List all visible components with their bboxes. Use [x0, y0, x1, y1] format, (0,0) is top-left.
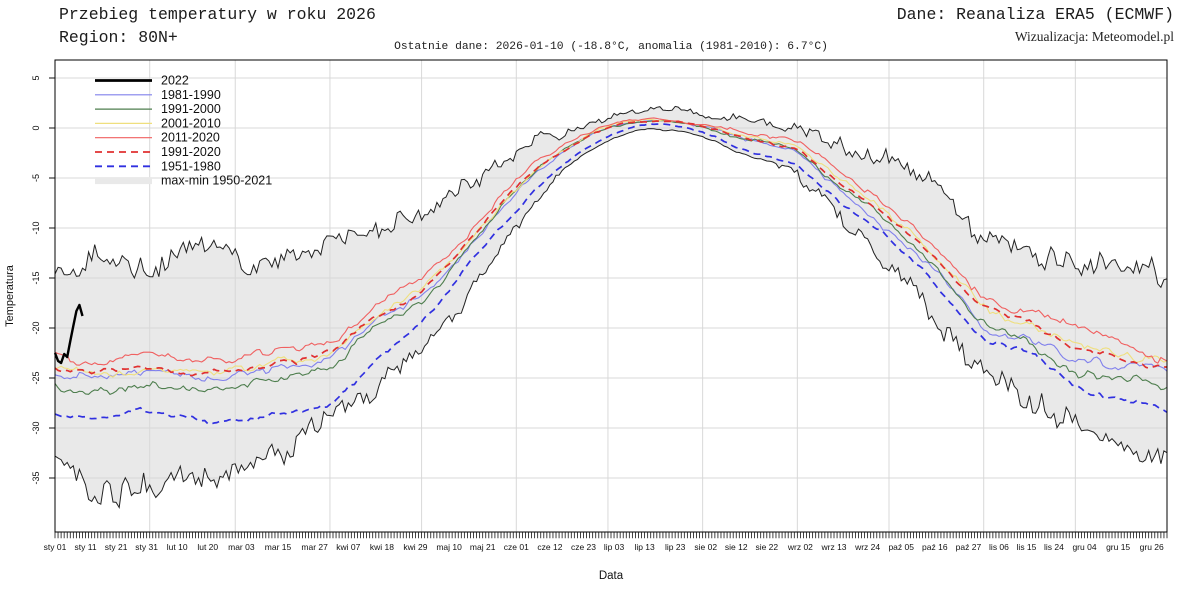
series-1991-2020 [54, 120, 1167, 377]
svg-text:sty 31: sty 31 [135, 542, 158, 552]
svg-text:paź 27: paź 27 [956, 542, 982, 552]
svg-text:mar 27: mar 27 [301, 542, 328, 552]
svg-text:kwi 07: kwi 07 [336, 542, 360, 552]
svg-text:kwi 29: kwi 29 [403, 542, 427, 552]
svg-text:maj 10: maj 10 [436, 542, 462, 552]
band-min-edge [54, 128, 1168, 509]
svg-text:-35: -35 [31, 471, 41, 484]
svg-text:wrz 13: wrz 13 [820, 542, 846, 552]
svg-text:1981-1990: 1981-1990 [161, 88, 221, 102]
x-axis-title: Data [598, 570, 624, 582]
svg-text:1951-1980: 1951-1980 [161, 159, 221, 173]
svg-text:2001-2010: 2001-2010 [161, 116, 221, 130]
svg-text:maj 21: maj 21 [470, 542, 496, 552]
last-data-subtitle: Ostatnie dane: 2026-01-10 (-18.8°C, anom… [394, 41, 828, 53]
svg-text:paź 16: paź 16 [922, 542, 948, 552]
legend-item-2022: 2022 [95, 74, 189, 88]
svg-text:sie 02: sie 02 [694, 542, 717, 552]
legend-item-max-min 1950-2021: max-min 1950-2021 [95, 174, 272, 188]
svg-text:-30: -30 [31, 421, 41, 434]
svg-text:sie 12: sie 12 [725, 542, 748, 552]
legend-item-2011-2020: 2011-2020 [95, 131, 220, 145]
y-tick-labels: 5 0 -5 -10 -15 -20 -25 -30 -35 [31, 75, 55, 485]
legend-item-2001-2010: 2001-2010 [95, 116, 221, 130]
svg-text:lut 10: lut 10 [167, 542, 188, 552]
svg-text:wrz 24: wrz 24 [854, 542, 880, 552]
chart-title: Przebieg temperatury w roku 2026 [59, 5, 376, 24]
svg-text:lut 20: lut 20 [197, 542, 218, 552]
legend-item-1981-1990: 1981-1990 [95, 88, 221, 102]
data-source-label: Dane: Reanaliza ERA5 (ECMWF) [896, 5, 1174, 24]
svg-text:max-min 1950-2021: max-min 1950-2021 [161, 174, 272, 188]
svg-text:2022: 2022 [161, 74, 189, 88]
svg-text:kwi 18: kwi 18 [370, 542, 394, 552]
svg-text:cze 12: cze 12 [537, 542, 562, 552]
svg-text:lis 15: lis 15 [1017, 542, 1037, 552]
svg-text:0: 0 [31, 125, 41, 130]
legend-item-1991-2000: 1991-2000 [95, 102, 221, 116]
legend-item-1991-2020: 1991-2020 [95, 145, 221, 159]
series-2001-2010 [54, 118, 1168, 378]
svg-text:gru 04: gru 04 [1072, 542, 1096, 552]
svg-text:mar 03: mar 03 [228, 542, 255, 552]
svg-text:2011-2020: 2011-2020 [161, 131, 220, 145]
svg-text:lis 06: lis 06 [989, 542, 1009, 552]
x-tick-labels: sty 01 sty 11 sty 21 sty 31 lut 10 lut 20 mar … [44, 542, 1164, 552]
svg-text:sty 21: sty 21 [105, 542, 128, 552]
visualization-credit: Wizualizacja: Meteomodel.pl [1014, 29, 1174, 44]
svg-text:5: 5 [31, 75, 41, 80]
svg-text:-15: -15 [31, 271, 41, 284]
svg-text:sty 01: sty 01 [44, 542, 67, 552]
svg-text:cze 01: cze 01 [504, 542, 529, 552]
band-max-edge [54, 105, 1168, 289]
svg-text:sty 11: sty 11 [75, 542, 97, 552]
series-1951-1980 [54, 123, 1168, 426]
svg-text:lip 13: lip 13 [634, 542, 655, 552]
series-2011-2020 [54, 117, 1168, 366]
svg-text:gru 26: gru 26 [1140, 542, 1164, 552]
svg-text:1991-2020: 1991-2020 [161, 145, 221, 159]
legend: 20221981-19901991-20002001-20102011-2020… [95, 74, 272, 188]
svg-text:gru 15: gru 15 [1106, 542, 1130, 552]
svg-text:-20: -20 [31, 321, 41, 334]
svg-text:wrz 02: wrz 02 [787, 542, 813, 552]
svg-text:lip 23: lip 23 [665, 542, 686, 552]
svg-text:sie 22: sie 22 [755, 542, 778, 552]
svg-text:mar 15: mar 15 [265, 542, 292, 552]
svg-text:paź 05: paź 05 [888, 542, 914, 552]
svg-text:-10: -10 [31, 221, 41, 234]
svg-text:1991-2000: 1991-2000 [161, 102, 221, 116]
svg-text:-25: -25 [31, 371, 41, 384]
legend-item-1951-1980: 1951-1980 [95, 159, 221, 173]
x-axis-day-ticks [54, 532, 1168, 539]
svg-text:-5: -5 [31, 174, 41, 182]
svg-text:cze 23: cze 23 [571, 542, 596, 552]
y-axis-title: Temperatura [4, 265, 16, 327]
series-2022 [53, 303, 84, 365]
chart-region: Region: 80N+ [59, 28, 178, 47]
svg-text:lip 03: lip 03 [604, 542, 625, 552]
svg-text:lis 24: lis 24 [1044, 542, 1064, 552]
